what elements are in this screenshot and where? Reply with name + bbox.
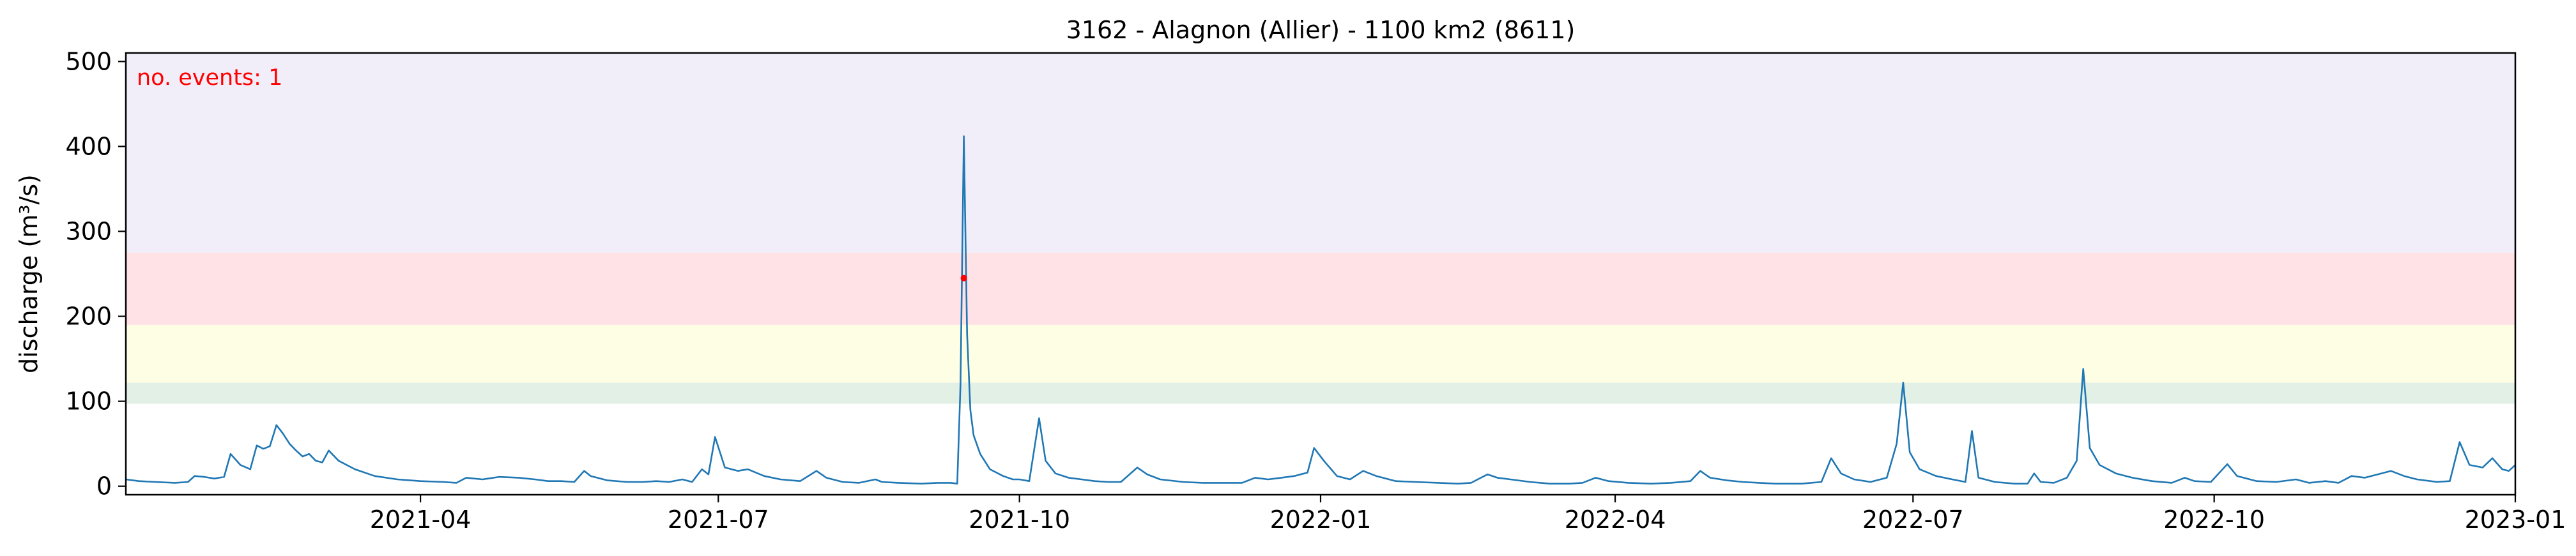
x-tick-label: 2023-01 <box>2465 506 2566 534</box>
x-tick-label: 2022-07 <box>1862 506 1964 534</box>
y-axis-title: discharge (m³/s) <box>15 174 43 373</box>
band-green <box>126 382 2515 404</box>
x-tick-label: 2021-10 <box>969 506 1070 534</box>
x-tick-label: 2021-04 <box>370 506 471 534</box>
y-tick-label: 0 <box>96 472 112 500</box>
y-tick-label: 400 <box>65 132 112 160</box>
threshold-bands <box>126 53 2515 404</box>
y-tick-label: 100 <box>65 387 112 416</box>
x-tick-label: 2022-04 <box>1565 506 1666 534</box>
band-red <box>126 252 2515 325</box>
band-yellow <box>126 324 2515 383</box>
discharge-line <box>125 135 2516 485</box>
y-tick-label: 200 <box>65 303 112 331</box>
y-axis-ticks: 0 100 200 300 400 500 <box>65 47 126 500</box>
x-tick-label: 2021-07 <box>668 506 769 534</box>
x-tick-label: 2022-01 <box>1270 506 1372 534</box>
event-markers <box>960 274 967 282</box>
event-count-annotation: no. events: 1 <box>137 65 282 91</box>
x-axis-ticks: 2021-04 2021-07 2021-10 2022-01 2022-04 2022-… <box>370 495 2566 534</box>
y-tick-label: 300 <box>65 217 112 245</box>
x-tick-label: 2022-10 <box>2163 506 2265 534</box>
band-purple <box>126 53 2515 253</box>
event-marker <box>960 274 967 282</box>
y-tick-label: 500 <box>65 47 112 75</box>
chart-title: 3162 - Alagnon (Allier) - 1100 km2 (8611… <box>1066 16 1575 44</box>
discharge-series <box>125 135 2516 485</box>
